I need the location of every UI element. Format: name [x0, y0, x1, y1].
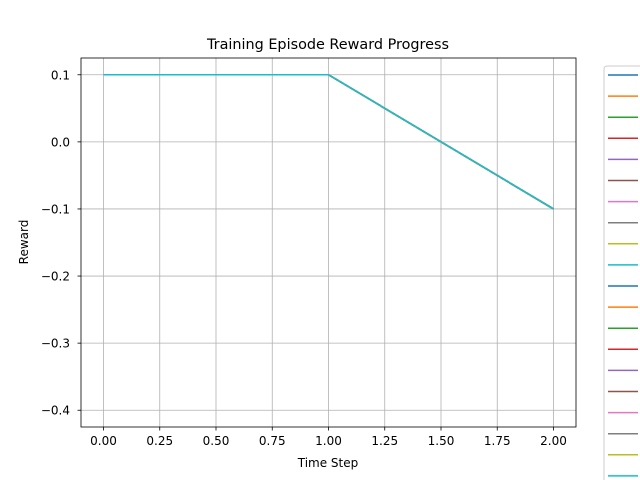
grid: [81, 58, 576, 427]
y-axis-label: Reward: [17, 220, 31, 265]
legend-frame: [603, 65, 640, 480]
x-tick-label: 0.50: [203, 434, 230, 448]
x-tick-label: 0.00: [90, 434, 117, 448]
y-tick-label: −0.3: [41, 337, 70, 351]
chart-title: Training Episode Reward Progress: [206, 37, 449, 53]
y-tick-label: −0.2: [41, 270, 70, 284]
legend-entries: [608, 74, 638, 477]
y-tick-label: 0.0: [51, 135, 70, 149]
x-tick-label: 0.25: [146, 434, 173, 448]
y-axis-ticks: 0.1 0.0 −0.1 −0.2 −0.3 −0.4: [41, 68, 81, 418]
x-tick-label: 0.75: [259, 434, 286, 448]
y-tick-label: 0.1: [51, 68, 70, 82]
x-tick-label: 1.75: [484, 434, 511, 448]
series-line-20: [103, 74, 554, 210]
y-tick-label: −0.4: [41, 404, 70, 418]
x-tick-label: 2.00: [540, 434, 567, 448]
x-tick-label: 1.25: [371, 434, 398, 448]
y-tick-label: −0.1: [41, 202, 70, 216]
x-axis-ticks: 0.00 0.25 0.50 0.75 1.00 1.25 1.50 1.75 2.00: [90, 427, 567, 448]
plot-lines: [103, 74, 554, 210]
x-tick-label: 1.50: [428, 434, 455, 448]
x-tick-label: 1.00: [315, 434, 342, 448]
x-axis-label: Time Step: [297, 456, 359, 470]
legend: [603, 65, 640, 480]
